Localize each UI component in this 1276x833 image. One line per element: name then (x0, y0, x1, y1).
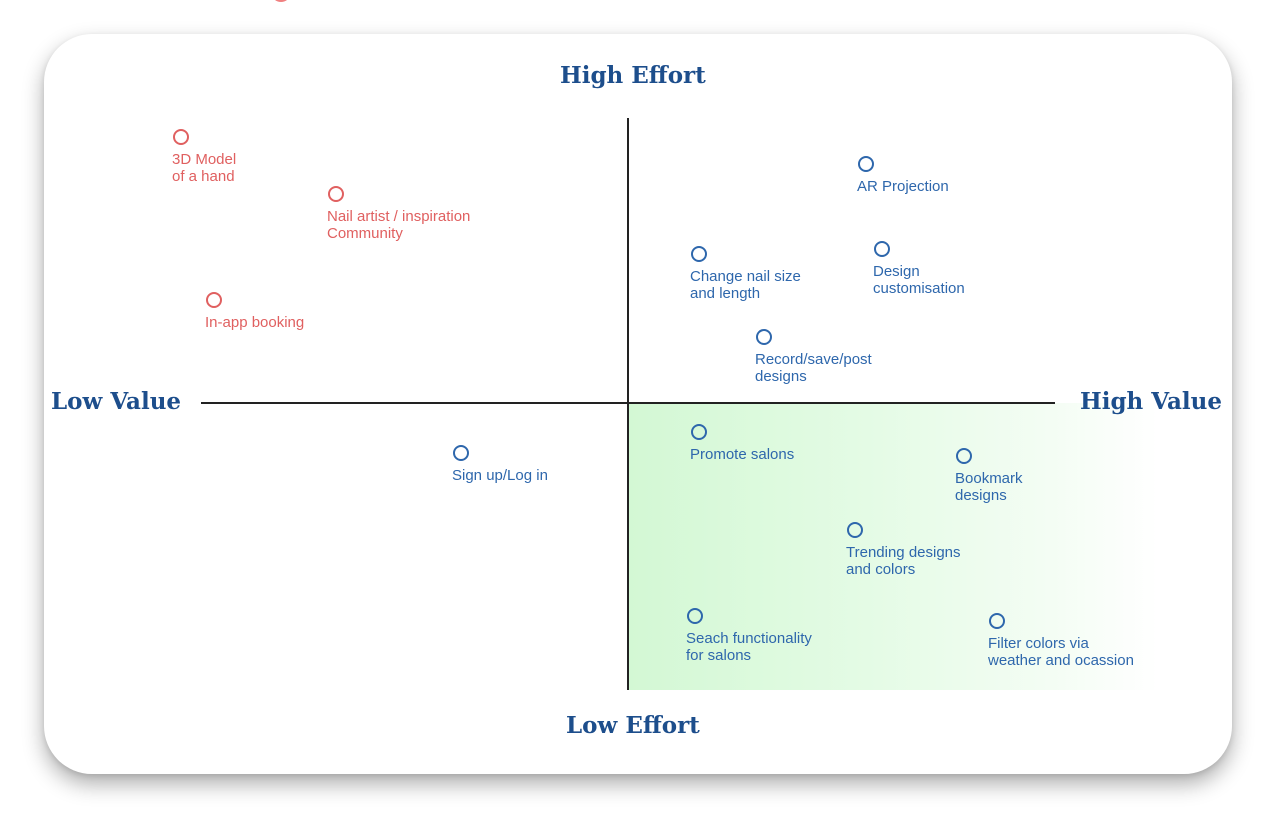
circle-marker-icon (206, 292, 222, 308)
circle-marker-icon (328, 186, 344, 202)
effort-axis-line (627, 118, 629, 690)
matrix-item: Design customisation (873, 241, 965, 297)
matrix-item: 3D Model of a hand (172, 129, 236, 185)
matrix-item: Filter colors via weather and ocassion (988, 613, 1134, 669)
item-label: Design customisation (873, 263, 965, 297)
circle-marker-icon (173, 129, 189, 145)
matrix-item: Promote salons (690, 424, 794, 463)
item-label: Change nail size and length (690, 268, 801, 302)
matrix-item: Bookmark designs (955, 448, 1023, 504)
axis-label-high-value: High Value (1080, 388, 1223, 415)
item-label: Trending designs and colors (846, 544, 961, 578)
circle-marker-icon (989, 613, 1005, 629)
matrix-item: AR Projection (857, 156, 949, 195)
circle-marker-icon (858, 156, 874, 172)
item-label: Sign up/Log in (452, 467, 548, 484)
circle-marker-icon (691, 424, 707, 440)
matrix-item: Nail artist / inspiration Community (327, 186, 470, 242)
circle-marker-icon (874, 241, 890, 257)
matrix-item: Seach functionality for salons (686, 608, 812, 664)
circle-marker-icon (687, 608, 703, 624)
circle-marker-icon (453, 445, 469, 461)
axis-label-low-effort: Low Effort (566, 712, 700, 739)
matrix-item: Record/save/post designs (755, 329, 872, 385)
item-label: Promote salons (690, 446, 795, 463)
matrix-item: Change nail size and length (690, 246, 801, 302)
circle-marker-icon (847, 522, 863, 538)
partial-circle-marker (271, 0, 291, 2)
item-label: Nail artist / inspiration Community (327, 208, 471, 242)
item-label: Bookmark designs (955, 470, 1023, 504)
circle-marker-icon (956, 448, 972, 464)
matrix-item: Trending designs and colors (846, 522, 961, 578)
item-label: Seach functionality for salons (686, 630, 812, 664)
item-label: Record/save/post designs (755, 351, 872, 385)
circle-marker-icon (691, 246, 707, 262)
item-label: In-app booking (205, 314, 305, 331)
matrix-item: In-app booking (205, 292, 304, 331)
item-label: AR Projection (857, 178, 949, 195)
item-label: Filter colors via weather and ocassion (988, 635, 1134, 669)
item-label: 3D Model of a hand (172, 151, 237, 185)
circle-marker-icon (756, 329, 772, 345)
quick-wins-zone (628, 403, 1158, 690)
axis-label-low-value: Low Value (51, 388, 182, 415)
axis-label-high-effort: High Effort (560, 62, 706, 89)
value-effort-matrix: High Effort Low Effort Low Value High Va… (44, 34, 1232, 774)
matrix-item: Sign up/Log in (452, 445, 548, 484)
